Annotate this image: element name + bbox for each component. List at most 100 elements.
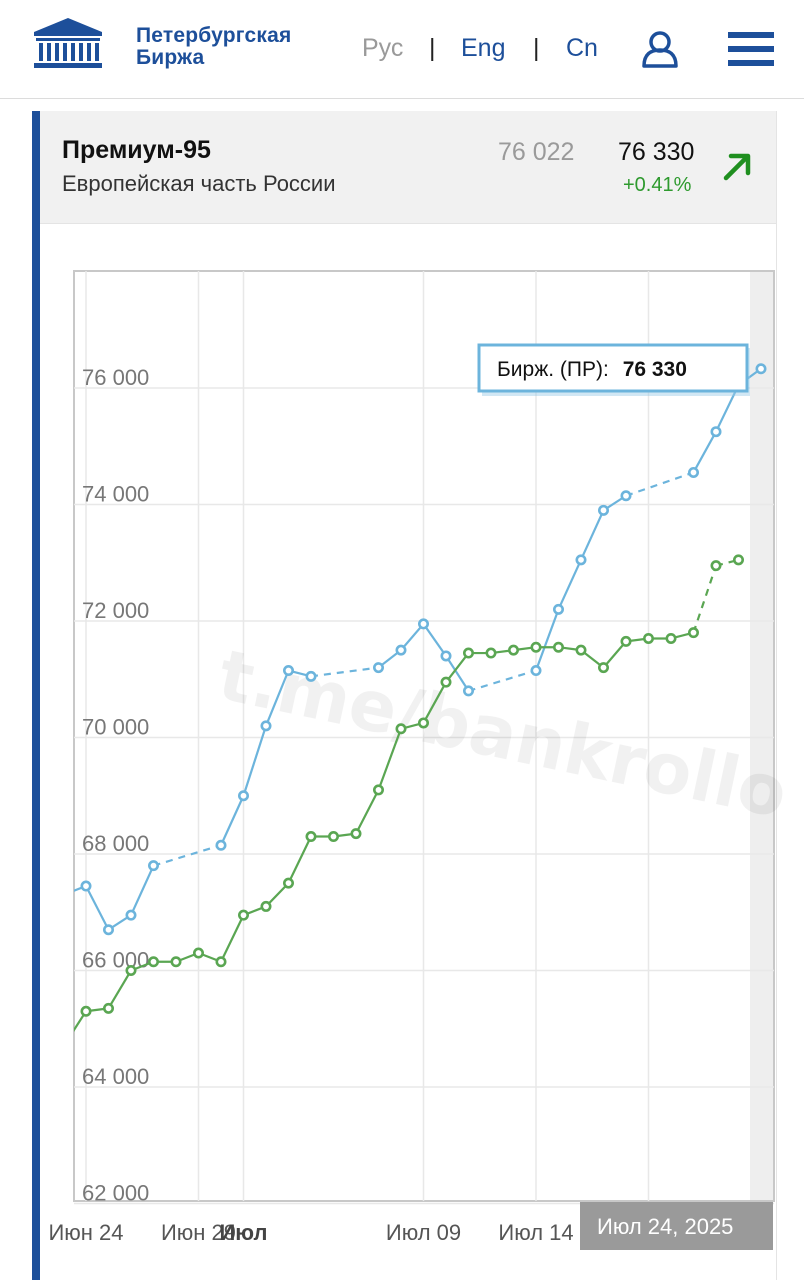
series-2-point [485, 647, 497, 659]
arrow-up-right-icon [722, 151, 752, 181]
exchange-building-logo-icon[interactable] [32, 16, 104, 70]
series-2-point [170, 956, 182, 968]
chart-grid [73, 270, 775, 1205]
lang-en-link[interactable]: Eng [461, 34, 506, 62]
series-1-point [395, 644, 407, 656]
series-2-segment [220, 914, 245, 963]
series-1-point [80, 880, 92, 892]
series-2-point [665, 632, 677, 644]
hover-band [750, 272, 773, 1200]
series-1-point [238, 790, 250, 802]
series-2-segment [287, 836, 312, 884]
series-1-point [103, 924, 115, 936]
series-2-point [125, 964, 137, 976]
series-2-point [215, 956, 227, 968]
series-1-point [260, 720, 272, 732]
series-1-segment [264, 670, 290, 727]
series-2-point [597, 662, 609, 674]
y-tick-label: 76 000 [82, 365, 149, 390]
series-2-point [642, 632, 654, 644]
series-1-segment [715, 384, 740, 433]
y-tick-label: 70 000 [82, 715, 149, 740]
x-tick-label: Июн 24 [48, 1220, 123, 1245]
site-header: Петербургская Биржа Рус | Eng | Cn [0, 0, 804, 99]
logo-line-1: Петербургская [136, 24, 292, 47]
x-tick-label: Июл [219, 1220, 267, 1245]
series-1-point [575, 554, 587, 566]
series-2-point [80, 1005, 92, 1017]
series-1-point [59, 891, 67, 899]
series-1-segment [534, 608, 560, 671]
series-1-point [148, 860, 160, 872]
series-2-segment [355, 789, 380, 835]
lang-cn-link[interactable]: Cn [566, 34, 598, 62]
y-tick-label: 68 000 [82, 831, 149, 856]
series-1-segment [219, 795, 245, 846]
series-2-point [148, 956, 160, 968]
lang-ru-link[interactable]: Рус [362, 34, 404, 62]
product-region: Европейская часть России [62, 171, 336, 196]
series-2-point [305, 831, 317, 843]
logo-wordmark[interactable]: Петербургская Биржа [136, 25, 291, 69]
tooltip-value: 76 330 [623, 358, 687, 381]
y-tick-label: 64 000 [82, 1064, 149, 1089]
series-2-point [282, 877, 294, 889]
x-tick-label: Июл 14 [498, 1220, 573, 1245]
lang-separator: | [429, 34, 436, 62]
chart-tooltip: Бирж. (ПР): 76 330 [477, 343, 750, 396]
series-1-point [687, 466, 699, 478]
series-1-segment [242, 725, 268, 797]
series-1-point [620, 490, 632, 502]
series-2-point [687, 627, 699, 639]
y-tick-label: 72 000 [82, 598, 149, 623]
series-1-segment [129, 865, 155, 916]
series-2-point [350, 828, 362, 840]
series-2-segment [692, 565, 718, 634]
product-card-header[interactable]: Премиум-95 Европейская часть России 76 0… [40, 111, 776, 224]
series-1-segment [692, 431, 717, 473]
series-1-segment [422, 623, 447, 657]
lang-separator: | [533, 34, 540, 62]
series-1-point [440, 650, 452, 662]
series-2-point [530, 641, 542, 653]
series-1-segment [85, 885, 110, 931]
series-1-point [305, 670, 317, 682]
series-1-segment [153, 844, 222, 867]
series-2-point [103, 1002, 115, 1014]
date-badge-box [580, 1202, 773, 1250]
series-1-point [417, 618, 429, 630]
series-1-point [282, 665, 294, 677]
series-2-point [372, 784, 384, 796]
series-2-point [395, 723, 407, 735]
series-1-point [755, 363, 767, 375]
series-2-point [710, 560, 722, 572]
hamburger-menu-icon[interactable] [728, 32, 774, 66]
series-2-point [552, 641, 564, 653]
series-1-segment [310, 666, 379, 678]
series-1-segment [400, 623, 425, 651]
series-2-point [507, 644, 519, 656]
series-2-point [575, 644, 587, 656]
series-2-segment [602, 640, 627, 669]
series-1-point [552, 603, 564, 615]
user-icon[interactable] [641, 30, 679, 68]
series-2-segment [422, 681, 447, 724]
series-2-segment [107, 969, 132, 1009]
y-tick-label: 74 000 [82, 482, 149, 507]
series-1-point [215, 839, 227, 851]
series-2-segment [377, 728, 403, 791]
series-1-point [372, 662, 384, 674]
series-2-point [260, 900, 272, 912]
accent-bar [32, 111, 40, 1280]
x-tick-label: Июн 29 [161, 1220, 236, 1245]
price-change: +0.41% [623, 174, 692, 196]
series-2-point [238, 909, 250, 921]
x-tick-label: Июл 09 [386, 1220, 461, 1245]
series-2-segment [445, 652, 470, 683]
series-1-point [462, 685, 474, 697]
series-2-point [732, 554, 744, 566]
current-price: 76 330 [618, 138, 695, 166]
date-badge: Июл 24, 2025 [580, 1202, 773, 1250]
